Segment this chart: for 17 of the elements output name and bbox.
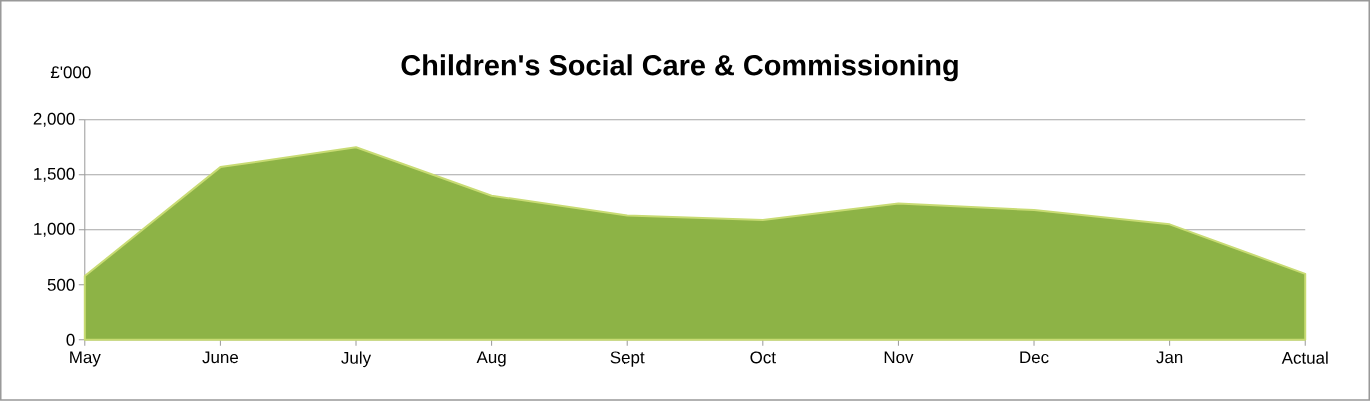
x-tick-label: Actual bbox=[1281, 351, 1328, 365]
x-tick-label: July bbox=[341, 351, 372, 368]
y-tick-label: 2,000 bbox=[33, 112, 75, 127]
x-tick-label: Oct bbox=[750, 351, 776, 364]
x-tick-label: Nov bbox=[884, 351, 914, 364]
chart-title: Children's Social Care & Commissioning bbox=[401, 54, 958, 82]
y-tick-label: 0 bbox=[66, 334, 75, 347]
x-tick-label: June bbox=[202, 351, 239, 364]
x-tick-label: May bbox=[70, 351, 101, 367]
y-axis-title: £'000 bbox=[50, 66, 91, 79]
x-tick-label: Jan bbox=[1156, 351, 1183, 364]
x-tick-label: Aug bbox=[476, 351, 506, 367]
x-tick-label: Dec bbox=[1020, 351, 1049, 364]
x-tick-label: Sept bbox=[610, 351, 645, 367]
y-tick-label: 1,500 bbox=[34, 167, 75, 182]
y-tick-label: 500 bbox=[47, 279, 75, 292]
y-tick-label: 1,000 bbox=[34, 223, 75, 238]
